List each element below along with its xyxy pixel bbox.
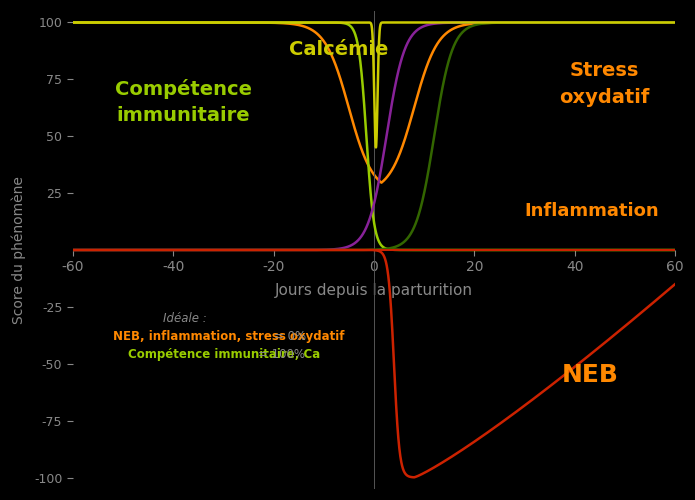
Text: NEB: NEB [562, 363, 618, 387]
Text: Compétence immunitaire, Ca: Compétence immunitaire, Ca [128, 348, 320, 361]
Y-axis label: Score du phénomène: Score du phénomène [11, 176, 26, 324]
X-axis label: Jours depuis la parturition: Jours depuis la parturition [275, 283, 473, 298]
Text: Stress
oxydatif: Stress oxydatif [559, 61, 650, 106]
Text: = 0%: = 0% [274, 330, 306, 343]
Text: Calcémie: Calcémie [289, 40, 389, 60]
Text: NEB, inflammation, stress oxydatif: NEB, inflammation, stress oxydatif [113, 330, 345, 343]
Text: Compétence
immunitaire: Compétence immunitaire [115, 79, 252, 126]
Text: = 100%: = 100% [259, 348, 306, 361]
Text: Idéale :: Idéale : [163, 312, 207, 325]
Text: Inflammation: Inflammation [525, 202, 659, 220]
